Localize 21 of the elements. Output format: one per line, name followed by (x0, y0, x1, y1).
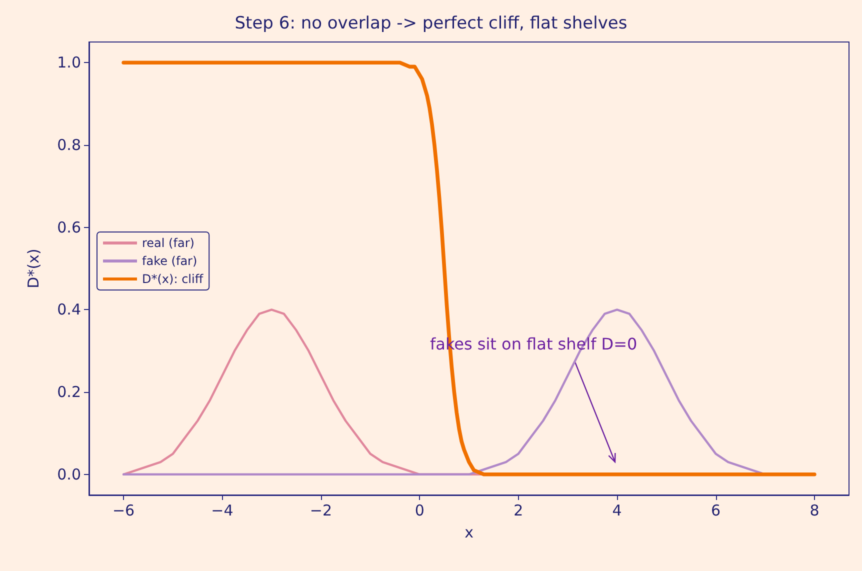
chart-title: Step 6: no overlap -> perfect cliff, flat shelves (234, 14, 628, 34)
y-tick-label: 0.2 (57, 383, 81, 402)
legend-label: fake (far) (142, 254, 198, 268)
x-tick-label: −2 (310, 502, 332, 520)
legend-label: real (far) (142, 236, 194, 250)
y-tick-label: 0.0 (57, 465, 81, 484)
x-tick-label: 0 (414, 502, 424, 520)
x-tick-label: −4 (211, 502, 234, 520)
legend-label: D*(x): cliff (142, 272, 204, 286)
y-tick-label: 0.8 (57, 136, 81, 154)
line-series (122, 60, 816, 476)
x-tick-label: −6 (112, 502, 135, 520)
x-tick-label: 6 (710, 502, 721, 520)
y-tick-label: 0.4 (57, 300, 81, 319)
y-tick-label: 1.0 (57, 54, 81, 72)
x-tick-label: 4 (612, 502, 622, 520)
x-axis-title: x (464, 524, 474, 542)
y-tick-label: 0.6 (57, 218, 81, 236)
x-tick-label: 8 (810, 502, 820, 520)
y-axis-title: D*(x) (24, 248, 42, 288)
x-tick-label: 2 (514, 502, 524, 520)
